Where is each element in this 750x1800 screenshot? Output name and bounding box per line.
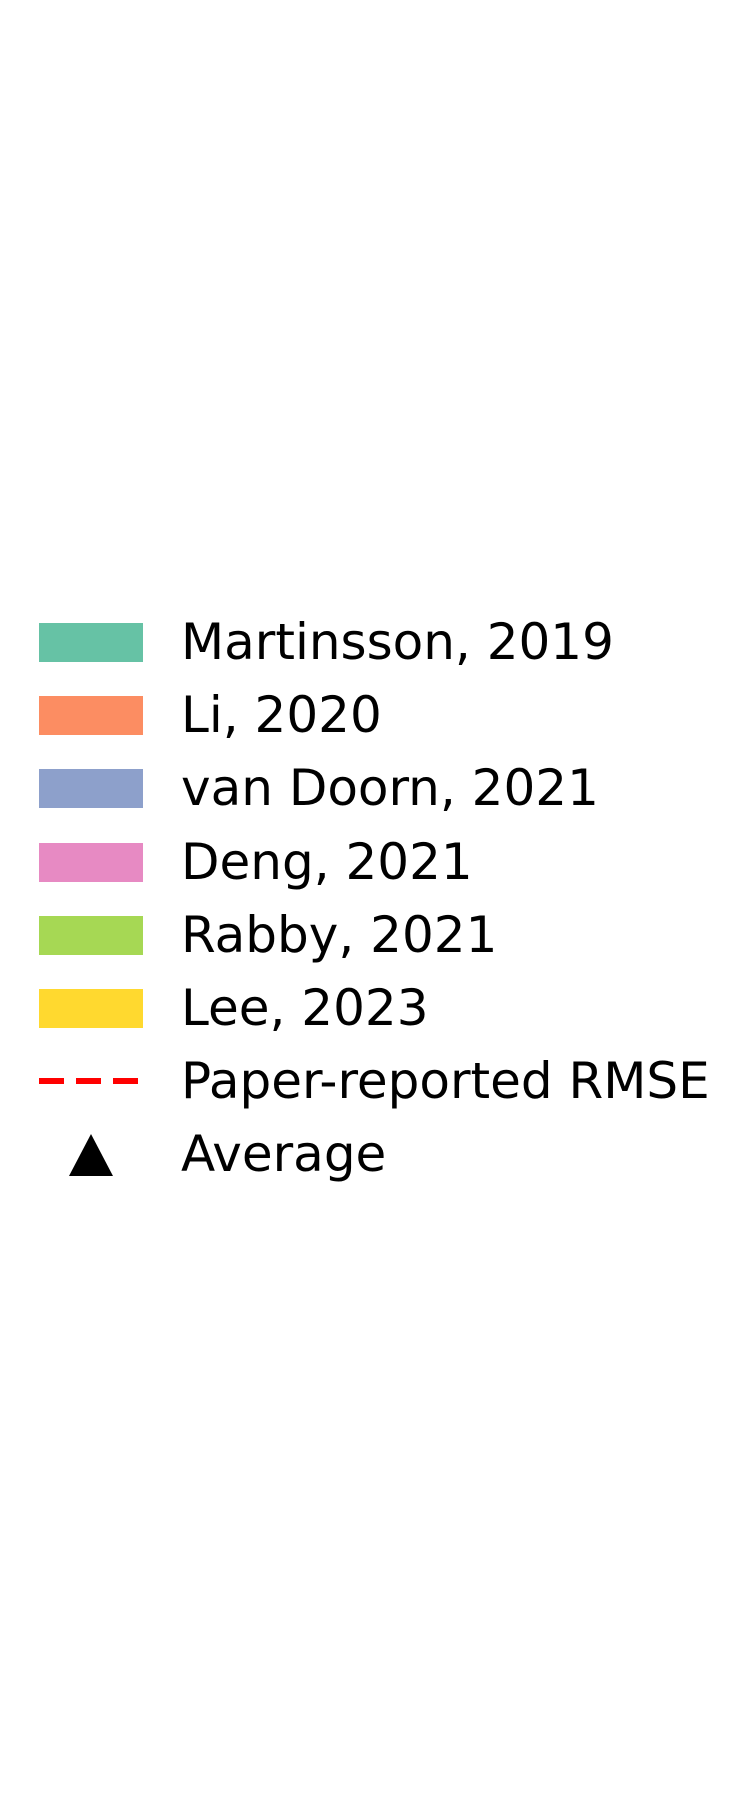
legend-swatch	[39, 843, 143, 882]
dashed-line-icon	[39, 1078, 143, 1084]
legend-item: Deng, 2021	[0, 832, 750, 892]
legend-swatch	[39, 623, 143, 662]
legend-item: Average	[0, 1124, 750, 1184]
legend-swatch	[39, 916, 143, 955]
legend-swatch	[39, 769, 143, 808]
legend-label: Li, 2020	[181, 686, 382, 744]
legend-swatch	[39, 696, 143, 735]
legend-swatch	[39, 989, 143, 1028]
legend-item: Lee, 2023	[0, 978, 750, 1038]
legend-label: Average	[181, 1125, 387, 1183]
legend-label: Deng, 2021	[181, 833, 473, 891]
legend-item: van Doorn, 2021	[0, 758, 750, 818]
legend-item: Rabby, 2021	[0, 905, 750, 965]
triangle-icon	[69, 1134, 113, 1176]
legend-item: Martinsson, 2019	[0, 612, 750, 672]
legend-label: Martinsson, 2019	[181, 613, 614, 671]
legend-label: Lee, 2023	[181, 979, 429, 1037]
legend-label: Paper-reported RMSE	[181, 1052, 710, 1110]
legend-item: Paper-reported RMSE	[0, 1051, 750, 1111]
legend-label: van Doorn, 2021	[181, 759, 599, 817]
legend-item: Li, 2020	[0, 685, 750, 745]
legend-label: Rabby, 2021	[181, 906, 498, 964]
